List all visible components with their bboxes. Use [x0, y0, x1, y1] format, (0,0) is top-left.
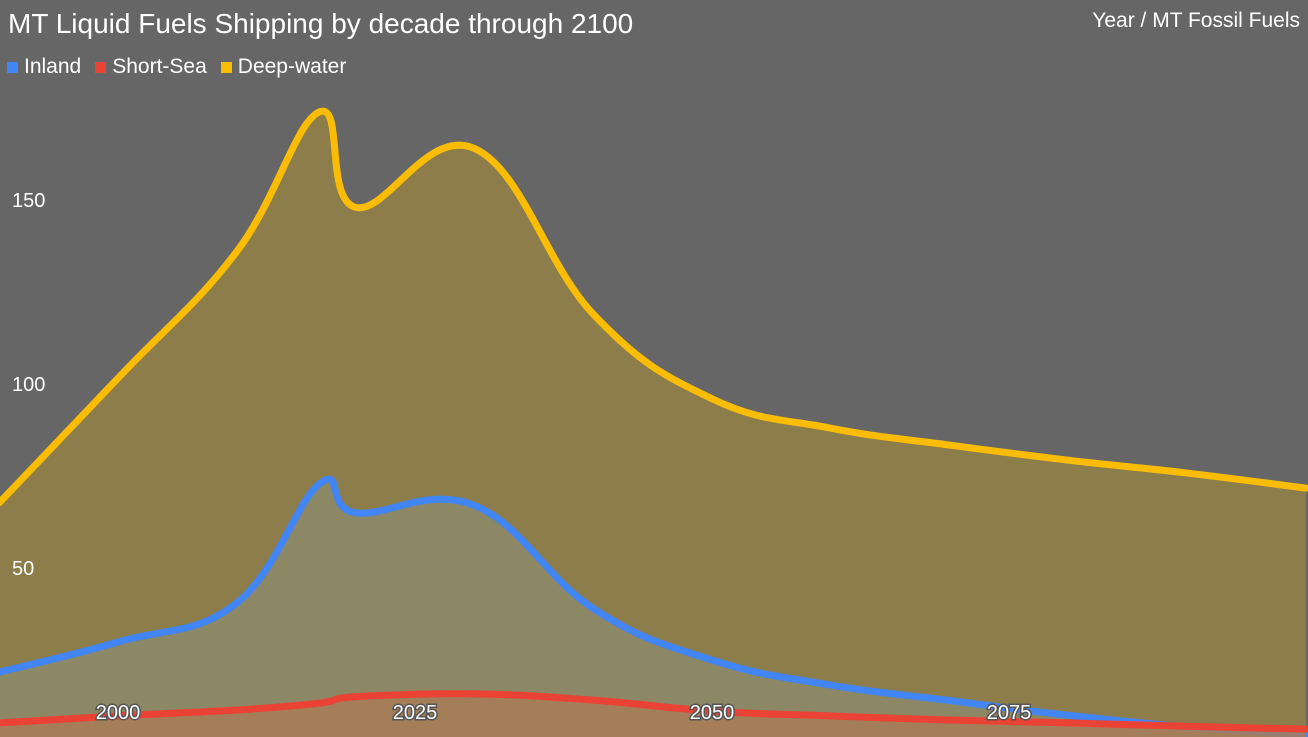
x-tick-label: 2075 [987, 702, 1032, 724]
legend-label: Short-Sea [112, 55, 207, 78]
legend-swatch [7, 61, 18, 73]
x-tick-label: 2000 [96, 702, 141, 724]
legend: Inland Short-Sea Deep-water [7, 55, 346, 79]
chart-subtitle: Year / MT Fossil Fuels [1092, 9, 1300, 32]
x-tick-label: 2050 [690, 702, 735, 724]
legend-item-short-sea[interactable]: Short-Sea [95, 55, 207, 79]
legend-swatch [220, 61, 232, 73]
legend-item-inland[interactable]: Inland [7, 55, 81, 79]
y-tick-label: 50 [12, 558, 34, 580]
legend-label: Inland [24, 55, 82, 78]
chart-title: MT Liquid Fuels Shipping by decade throu… [8, 8, 634, 39]
legend-label: Deep-water [237, 55, 347, 78]
legend-swatch [95, 61, 107, 73]
legend-item-deep-water[interactable]: Deep-water [220, 55, 347, 79]
line-short-sea [0, 690, 1308, 733]
area-inland [0, 478, 1306, 737]
x-tick-label: 2025 [393, 702, 438, 724]
y-tick-label: 150 [12, 190, 45, 212]
line-inland [0, 475, 1308, 737]
line-deep-water [0, 107, 1308, 507]
y-tick-label: 100 [12, 374, 45, 396]
